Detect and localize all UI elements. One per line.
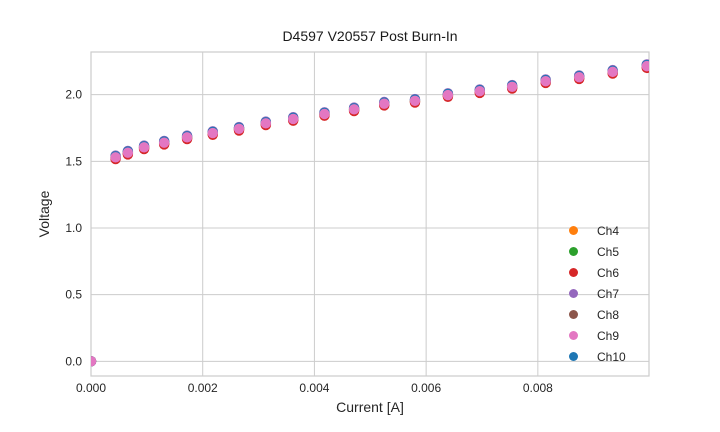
data-point-ch9 [233, 123, 245, 134]
data-point-ch9 [287, 113, 299, 125]
data-point-ch9 [158, 137, 170, 148]
data-point-ch9 [379, 98, 390, 109]
legend-marker-icon [569, 268, 578, 277]
data-point-ch9 [409, 95, 421, 107]
data-point-ch9 [474, 86, 485, 97]
legend-label: Ch6 [597, 265, 620, 280]
legend-label: Ch4 [597, 223, 620, 238]
legend-item-ch6: Ch6 [565, 262, 626, 283]
legend-marker-icon [569, 226, 578, 235]
y-tick-label: 0.5 [65, 288, 82, 302]
data-point-ch9 [641, 60, 649, 72]
data-point-ch9 [122, 147, 134, 158]
legend-label: Ch7 [597, 286, 620, 301]
y-tick-label: 1.0 [65, 221, 82, 235]
y-axis-label: Voltage [36, 190, 52, 238]
legend-label: Ch9 [597, 328, 620, 343]
axes-frame [90, 51, 650, 377]
legend-item-ch5: Ch5 [565, 241, 626, 262]
legend: Ch4 Ch5 Ch6 Ch7 Ch8 Ch9 Ch10 [565, 220, 626, 367]
x-tick-label: 0.000 [76, 381, 106, 395]
legend-marker-icon [569, 331, 578, 340]
y-tick-label: 2.0 [65, 88, 82, 102]
data-point-ch9 [348, 104, 360, 115]
data-point-ch9 [573, 72, 585, 83]
data-point-ch9 [260, 118, 272, 129]
legend-label: Ch10 [597, 349, 626, 364]
x-tick-label: 0.004 [299, 381, 329, 395]
x-tick-label: 0.006 [411, 381, 441, 395]
data-point-ch9 [319, 108, 330, 120]
data-point-ch9 [607, 66, 618, 78]
data-point-ch9 [110, 152, 121, 163]
legend-marker-icon [569, 247, 578, 256]
x-axis-label: Current [A] [336, 399, 404, 415]
data-points-layer [91, 59, 649, 367]
legend-label: Ch5 [597, 244, 620, 259]
legend-item-ch9: Ch9 [565, 325, 626, 346]
legend-item-ch4: Ch4 [565, 220, 626, 241]
data-point-ch9 [181, 132, 193, 143]
legend-marker-icon [569, 289, 578, 298]
data-point-ch9 [207, 127, 218, 139]
y-tick-label: 0.0 [65, 354, 82, 368]
y-tick-label: 1.5 [65, 154, 82, 168]
legend-item-ch8: Ch8 [565, 304, 626, 325]
x-tick-label: 0.002 [188, 381, 218, 395]
data-point-ch9 [442, 89, 454, 101]
chart-title: D4597 V20557 Post Burn-In [282, 28, 458, 44]
legend-marker-icon [569, 352, 578, 361]
data-point-ch9 [91, 356, 97, 367]
legend-item-ch10: Ch10 [565, 346, 626, 367]
legend-label: Ch8 [597, 307, 620, 322]
data-point-ch9 [506, 81, 518, 93]
legend-marker-icon [569, 310, 578, 319]
x-tick-label: 0.008 [523, 381, 553, 395]
legend-item-ch7: Ch7 [565, 283, 626, 304]
data-point-ch9 [540, 76, 551, 87]
data-point-ch9 [138, 142, 150, 153]
